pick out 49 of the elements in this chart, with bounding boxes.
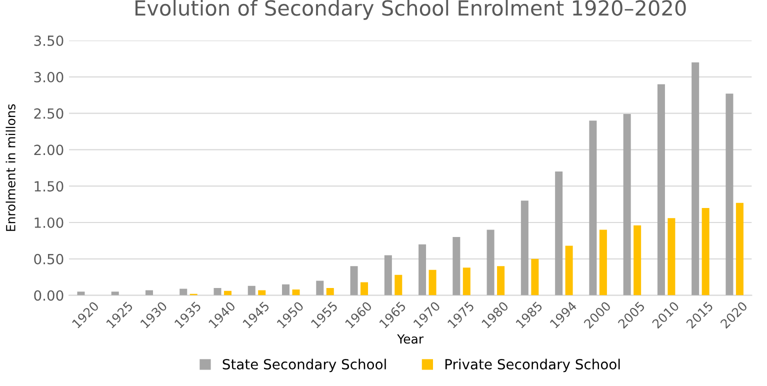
bar: [531, 258, 539, 296]
bar: [224, 290, 232, 296]
legend-label: Private Secondary School: [445, 358, 620, 372]
x-axis-title: Year: [397, 334, 424, 344]
bar: [418, 244, 426, 296]
bar: [428, 270, 436, 296]
bar: [462, 268, 470, 296]
y-tick-label: 3.50: [34, 36, 64, 46]
bar: [248, 286, 256, 296]
bar: [316, 280, 324, 296]
chart-title: Evolution of Secondary School Enrolment 1920–2020: [136, 0, 686, 20]
bar: [589, 120, 597, 296]
y-tick-label: 0.00: [34, 290, 64, 301]
bar: [180, 288, 188, 296]
y-tick-label: 2.00: [34, 144, 64, 156]
bar: [520, 200, 528, 296]
bar: [145, 290, 153, 296]
y-tick-label: 2.50: [34, 108, 64, 119]
bar: [657, 84, 665, 296]
bar: [634, 225, 642, 296]
bar: [360, 282, 368, 296]
y-axis-title: Enrolment in millons: [6, 104, 16, 231]
bar: [726, 94, 734, 296]
bar: [555, 172, 563, 296]
legend-label: State Secondary School: [222, 358, 386, 372]
bar: [214, 288, 222, 296]
bar: [77, 292, 85, 296]
bar: [497, 266, 505, 296]
bar: [350, 266, 358, 296]
bar: [394, 274, 402, 296]
bar: [623, 114, 631, 296]
y-tick-label: 0.50: [34, 254, 64, 264]
bar: [111, 292, 119, 296]
bar: [702, 208, 710, 296]
bar: [668, 218, 676, 296]
y-tick-label: 1.00: [34, 217, 64, 228]
bar: [692, 62, 700, 296]
bar: [486, 230, 494, 296]
bar: [292, 289, 300, 296]
bar: [326, 288, 334, 296]
y-tick-label: 3.00: [34, 72, 64, 82]
bar: [736, 202, 744, 296]
bar: [565, 246, 573, 296]
bar: [599, 230, 607, 296]
bar: [452, 237, 460, 296]
bar: [384, 255, 392, 296]
bar: [282, 284, 290, 296]
y-tick-label: 1.50: [34, 181, 64, 192]
bar: [258, 290, 266, 296]
